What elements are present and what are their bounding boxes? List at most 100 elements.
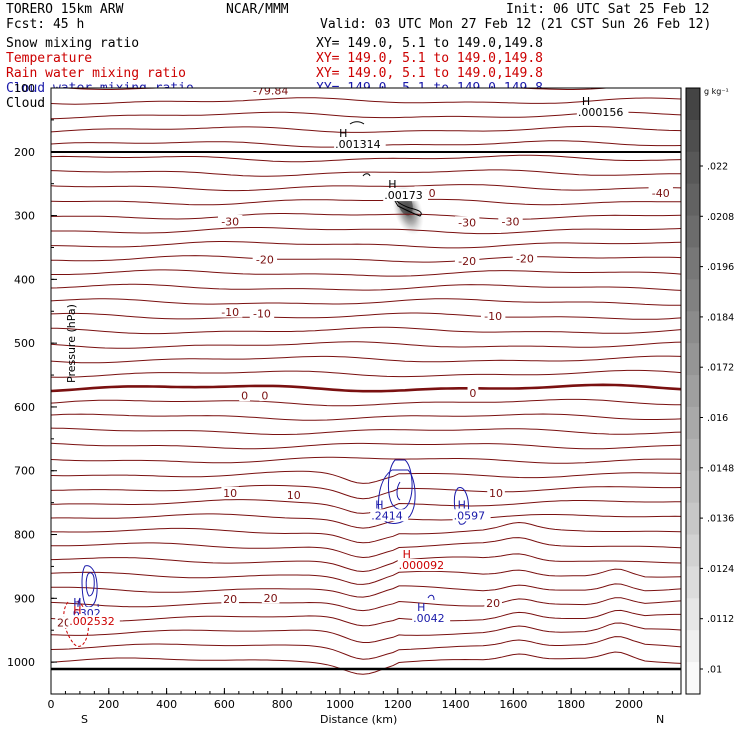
- label-background: [334, 138, 386, 151]
- isotherm-label: 20: [264, 592, 278, 605]
- colorbar-swatch: [686, 183, 700, 217]
- label-background: [221, 592, 239, 605]
- forecast-hour: Fcst: 45 h: [6, 17, 84, 32]
- legend-field-coords: XY= 149.0, 5.1 to 149.0,149.8: [316, 51, 543, 66]
- colorbar-swatch: [686, 151, 700, 185]
- isotherm-label: -20: [256, 254, 274, 267]
- extremum-value: .001314: [335, 138, 381, 151]
- y-tick-label: 700: [14, 465, 35, 478]
- x-axis-title: Distance (km): [320, 713, 397, 726]
- isotherm-label: 20: [223, 593, 237, 606]
- isotherm-line: [51, 312, 681, 320]
- colorbar-label: .022: [707, 162, 728, 173]
- isotherm-line: [51, 484, 681, 500]
- isotherm-line: [51, 636, 681, 660]
- label-background: [467, 386, 479, 399]
- colorbar-label: .0172: [707, 363, 734, 374]
- org-label: NCAR/MMM: [226, 2, 289, 17]
- label-background: [512, 251, 538, 264]
- valid-time: Valid: 03 UTC Mon 27 Feb 12 (21 CST Sun …: [320, 17, 711, 32]
- isotherm-label: -20: [516, 252, 534, 265]
- isotherm-line: [51, 537, 681, 559]
- x-tick-label: 200: [98, 698, 119, 711]
- isotherm-line: [51, 456, 681, 464]
- extremum-mark: H: [73, 604, 81, 617]
- colorbar-label: .01: [707, 665, 722, 676]
- cloud-water-contour: [427, 594, 435, 601]
- isotherm-line: [51, 269, 681, 277]
- isotherm-line: [51, 413, 681, 421]
- label-background: [412, 611, 451, 624]
- x-tick-label: 600: [214, 698, 235, 711]
- label-background: [259, 389, 271, 402]
- isotherm-line: [51, 169, 681, 177]
- colorbar-swatch: [686, 119, 700, 153]
- x-tick-label: 1000: [326, 698, 354, 711]
- isotherm-line: [51, 568, 681, 585]
- isotherm-line: [60, 88, 614, 90]
- isotherm-label: 10: [489, 487, 503, 500]
- y-tick-label: 400: [14, 273, 35, 286]
- colorbar-label: .0136: [707, 514, 734, 525]
- colorbar: g kg⁻¹ .022 .0208 .0196 .0184 .0172 .016 .0148.…: [685, 87, 734, 695]
- cloud-water-contour: [85, 572, 95, 597]
- isotherm-line: [51, 341, 681, 349]
- y-tick-label: 800: [14, 529, 35, 542]
- legend-field-name: Temperature: [6, 51, 92, 66]
- colorbar-swatch: [686, 88, 700, 121]
- isotherm-line: [51, 521, 681, 544]
- extremum-mark: H: [73, 596, 81, 609]
- y-tick-label: 300: [14, 210, 35, 223]
- colorbar-label: .0208: [707, 212, 734, 223]
- label-background: [217, 305, 243, 318]
- y-tick-label: 100: [14, 82, 35, 95]
- isotherm-label: 20: [486, 597, 500, 610]
- cloud-water-contour: [81, 565, 98, 608]
- label-background: [248, 88, 294, 97]
- extremum-mark: H: [375, 498, 383, 511]
- colorbar-label: .0196: [707, 262, 734, 273]
- isotherm-line: [51, 427, 681, 435]
- colorbar-swatch: [686, 534, 700, 567]
- isotherm-label: 0: [241, 390, 248, 403]
- isotherm-line: [51, 255, 681, 263]
- cloud-ice-contour: [391, 195, 422, 217]
- cloud-ice-contour: [362, 173, 371, 177]
- isotherm-line: [51, 227, 681, 235]
- x-tick-label: 1600: [499, 698, 527, 711]
- temperature-isotherms: [51, 88, 681, 675]
- isotherm-line: [51, 125, 681, 133]
- extremum-value: .0597: [454, 509, 486, 522]
- colorbar-swatch: [686, 470, 700, 504]
- x-tick-label: 1200: [384, 698, 412, 711]
- north-end-label: N: [656, 713, 664, 726]
- isotherm-line: [51, 97, 681, 105]
- extremum-value: .00173: [384, 189, 423, 202]
- x-tick-label: 2000: [615, 698, 643, 711]
- label-background: [217, 214, 243, 227]
- legend-field-coords: XY= 149.0, 5.1 to 149.0,149.8: [316, 36, 543, 51]
- cloud-ice-contours: [349, 121, 422, 217]
- extremum-mark: H: [458, 498, 466, 511]
- colorbar-label: .0184: [707, 312, 734, 323]
- colorbar-swatch: [686, 598, 700, 631]
- cloud-water-contour: [396, 481, 401, 501]
- isotherm-line: [51, 326, 681, 335]
- colorbar-unit: g kg⁻¹: [704, 87, 729, 96]
- isotherm-label: -40: [652, 187, 670, 200]
- isotherm-line: [51, 383, 681, 393]
- isotherm-line: [51, 198, 681, 206]
- extremum-mark: H: [403, 548, 411, 561]
- extremum-mark: H: [417, 601, 425, 614]
- label-background: [252, 253, 278, 266]
- extremum-value: .002532: [69, 615, 115, 628]
- isotherm-line: [51, 398, 681, 407]
- x-tick-label: 1800: [557, 698, 585, 711]
- colorbar-label: .0124: [707, 564, 734, 575]
- isotherm-label: -10: [484, 310, 502, 323]
- colorbar-label: .0148: [707, 463, 734, 474]
- label-background: [576, 106, 629, 119]
- cloud-water-contour: [378, 469, 416, 524]
- colorbar-swatch: [686, 375, 700, 408]
